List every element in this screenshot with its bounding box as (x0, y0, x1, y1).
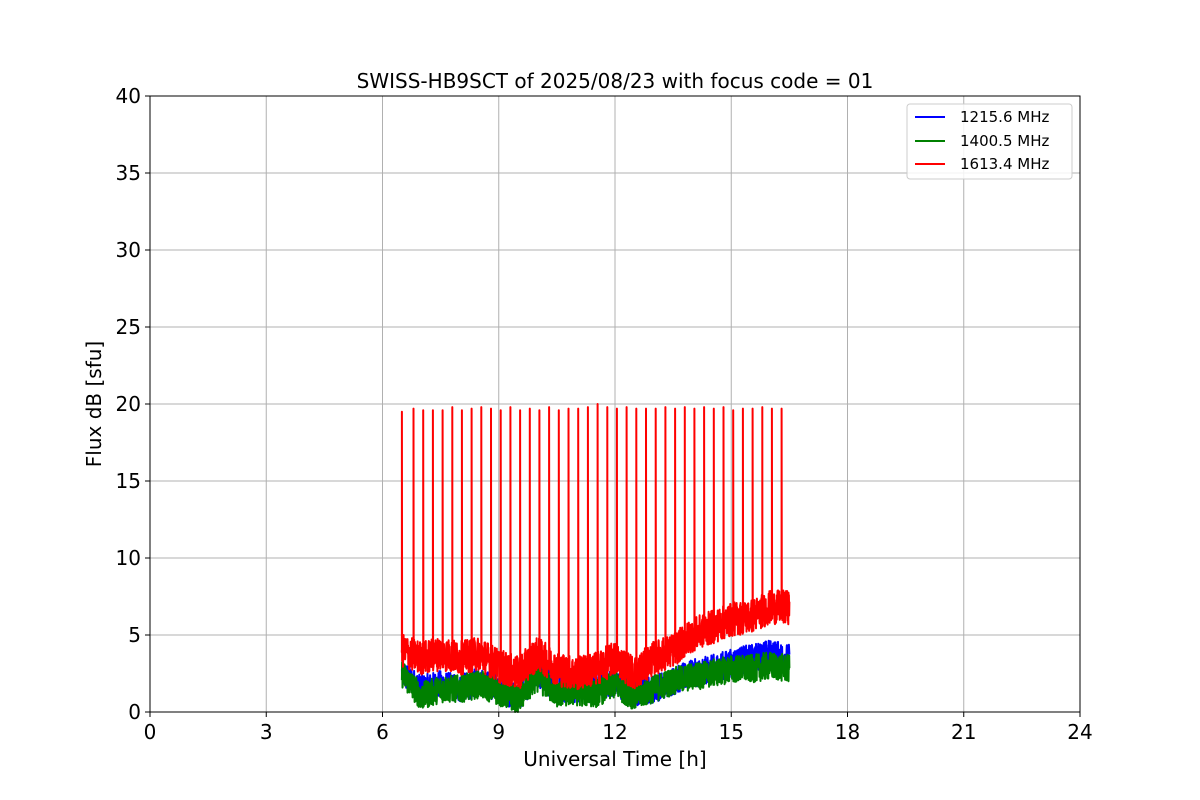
y-tick-label: 15 (116, 469, 141, 493)
y-tick-label: 40 (116, 84, 141, 108)
x-tick-label: 3 (260, 720, 273, 744)
legend-label-1215: 1215.6 MHz (960, 108, 1049, 126)
y-tick-label: 5 (128, 623, 141, 647)
x-tick-label: 21 (951, 720, 976, 744)
x-tick-label: 9 (492, 720, 505, 744)
series-layer (400, 403, 791, 713)
x-tick-label: 12 (602, 720, 627, 744)
y-tick-label: 0 (128, 700, 141, 724)
y-tick-label: 10 (116, 546, 141, 570)
y-axis-title: Flux dB [sfu] (82, 341, 106, 467)
x-tick-label: 0 (144, 720, 157, 744)
chart-title: SWISS-HB9SCT of 2025/08/23 with focus co… (357, 69, 874, 93)
legend: 1215.6 MHz 1400.5 MHz 1613.4 MHz (906, 103, 1073, 180)
legend-label-1613: 1613.4 MHz (960, 155, 1049, 173)
y-tick-label: 30 (116, 238, 141, 262)
y-tick-label: 35 (116, 161, 141, 185)
x-tick-label: 24 (1067, 720, 1092, 744)
series-line-1613-4-mhz (400, 403, 791, 691)
axes-ticks: 0 3 6 9 12 15 18 21 24 0 5 10 15 20 25 30 35 40 (116, 84, 1093, 744)
x-axis-title: Universal Time [h] (523, 747, 706, 771)
y-tick-label: 20 (116, 392, 141, 416)
x-tick-label: 6 (376, 720, 389, 744)
legend-label-1400: 1400.5 MHz (960, 132, 1049, 150)
legend-box (906, 103, 1073, 180)
x-tick-label: 15 (719, 720, 744, 744)
y-tick-label: 25 (116, 315, 141, 339)
x-tick-label: 18 (835, 720, 860, 744)
